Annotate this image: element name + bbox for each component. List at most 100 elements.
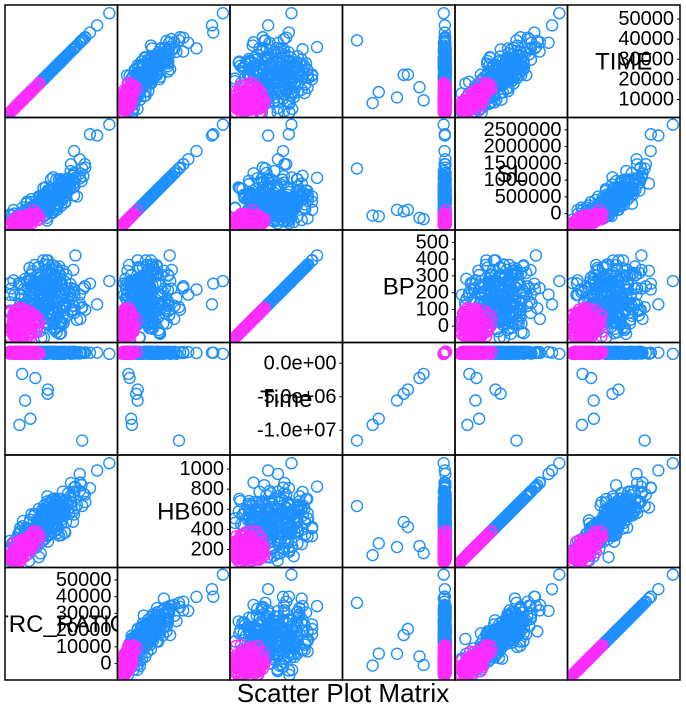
point-group_b xyxy=(241,215,254,229)
point-group_a xyxy=(190,144,203,158)
point-group_a xyxy=(601,194,615,208)
point-group_a xyxy=(5,276,17,290)
point-group_a xyxy=(40,195,53,208)
point-group_b xyxy=(582,215,596,229)
point-group_a xyxy=(625,197,639,210)
point-group_a xyxy=(609,174,623,188)
point-group_a xyxy=(271,153,285,166)
point-group_a xyxy=(75,300,89,314)
point-group_a xyxy=(161,173,175,186)
point-group_a xyxy=(401,68,415,81)
point-group_b xyxy=(13,97,26,110)
point-group_a xyxy=(38,299,52,313)
point-group_a xyxy=(58,51,71,65)
tick-label: 1500000 xyxy=(484,152,562,174)
point-group_a xyxy=(305,203,319,217)
point-group_a xyxy=(51,183,64,197)
point-group_a xyxy=(310,171,324,185)
point-group_a xyxy=(160,34,173,48)
point-group_b xyxy=(9,100,23,113)
point-group_a xyxy=(205,129,219,142)
point-group_a xyxy=(246,190,259,203)
point-group_a xyxy=(510,34,523,47)
point-group_a xyxy=(75,174,88,188)
point-group_a xyxy=(75,162,89,175)
point-group_b xyxy=(437,78,451,92)
point-group_a xyxy=(261,19,275,32)
point-group_a xyxy=(75,34,89,47)
point-group_a xyxy=(296,43,309,56)
point-group_a xyxy=(50,325,63,339)
point-group_a xyxy=(249,53,262,67)
panel-r1-c2 xyxy=(229,116,344,231)
point-group_a xyxy=(298,86,311,100)
point-group_a xyxy=(271,106,284,118)
point-group_a xyxy=(437,6,450,20)
point-group_a xyxy=(190,42,203,55)
point-group_a xyxy=(417,94,430,107)
point-group_a xyxy=(438,194,451,208)
point-group_a xyxy=(216,118,230,131)
point-group_a xyxy=(502,65,516,79)
point-group_a xyxy=(163,249,176,262)
point-group_a xyxy=(36,194,50,208)
point-group_a xyxy=(510,71,524,85)
tick-label: 10000 xyxy=(618,88,674,110)
point-group_a xyxy=(283,209,296,222)
point-group_a xyxy=(630,158,644,171)
point-group_b xyxy=(30,209,43,222)
point-group_b xyxy=(119,215,132,229)
point-group_a xyxy=(83,128,97,141)
point-group_a xyxy=(77,32,90,46)
point-group_a xyxy=(172,34,186,47)
tick-label: 500000 xyxy=(495,186,562,208)
variable-name-time: TIME xyxy=(595,48,652,75)
point-group_b xyxy=(120,214,133,227)
point-group_a xyxy=(36,254,50,267)
point-group_a xyxy=(32,261,45,274)
panel-r0-c1 xyxy=(116,4,231,119)
point-group_b xyxy=(124,78,137,92)
point-group_a xyxy=(502,60,516,73)
point-group_a xyxy=(50,312,64,325)
point-group_a xyxy=(5,288,17,302)
point-group_a xyxy=(638,162,651,175)
point-group_a xyxy=(247,59,261,72)
point-group_a xyxy=(268,199,281,212)
point-group_a xyxy=(599,192,613,205)
point-group_b xyxy=(238,86,251,100)
point-group_a xyxy=(261,129,275,142)
point-group_a xyxy=(644,128,658,141)
point-group_b xyxy=(19,320,32,334)
point-group_a xyxy=(277,32,291,46)
point-group_a xyxy=(40,254,53,267)
point-group_a xyxy=(285,85,298,99)
point-group_a xyxy=(542,36,555,49)
point-group_a xyxy=(390,203,404,217)
point-group_a xyxy=(533,45,546,58)
point-group_a xyxy=(666,118,680,131)
point-group_a xyxy=(23,261,36,275)
point-group_a xyxy=(439,158,452,171)
point-group_a xyxy=(438,167,451,180)
point-group_a xyxy=(250,65,263,79)
point-group_b xyxy=(576,214,590,227)
point-group_b xyxy=(241,93,254,107)
point-group_a xyxy=(545,19,559,32)
point-group_a xyxy=(260,192,273,205)
tick-label: 0 xyxy=(550,203,561,225)
point-group_a xyxy=(57,298,70,311)
point-group_a xyxy=(140,194,153,208)
point-group_a xyxy=(417,212,430,226)
point-group_a xyxy=(299,77,312,91)
point-group_a xyxy=(234,182,247,195)
point-group_b xyxy=(23,321,36,334)
point-group_a xyxy=(190,283,203,296)
tick-label: 30000 xyxy=(618,48,674,70)
point-group_a xyxy=(515,59,528,73)
point-group_a xyxy=(620,164,633,178)
point-group_a xyxy=(278,88,291,102)
point-group_a xyxy=(205,298,219,311)
point-group_a xyxy=(33,275,47,288)
